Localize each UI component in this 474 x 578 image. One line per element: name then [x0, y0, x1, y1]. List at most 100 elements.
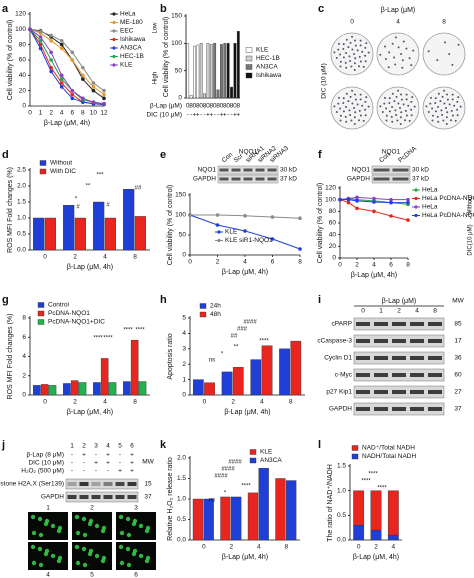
point: [346, 197, 351, 202]
colony: [397, 102, 400, 105]
colony: [400, 93, 403, 96]
blot-band: [103, 495, 113, 499]
column-label: 0: [350, 19, 354, 26]
annotation: *: [75, 197, 78, 203]
legend-swatch: [414, 188, 418, 192]
blot-band-name: GAPDH: [347, 176, 370, 183]
colony: [399, 107, 402, 109]
point: [406, 200, 410, 205]
y-tick-label: 1.0: [337, 487, 346, 494]
point: [270, 215, 275, 219]
condition-value: +: [130, 452, 134, 459]
cell: [126, 532, 132, 538]
y-tick-label: 1: [182, 376, 186, 383]
colony: [444, 41, 447, 44]
colony: [335, 111, 338, 114]
blot-band: [356, 390, 370, 394]
colony: [383, 102, 386, 105]
cell: [138, 523, 144, 529]
colony: [353, 116, 356, 119]
colony: [384, 45, 387, 48]
colony: [394, 63, 397, 66]
bar: [209, 44, 213, 99]
colony: [335, 57, 338, 60]
bar: [204, 382, 215, 396]
x-axis-label: β-Lap (μM, 4h): [224, 409, 270, 416]
blot-band: [231, 177, 241, 181]
row-value: +: [209, 112, 213, 119]
lane-label: 3: [94, 443, 98, 450]
cell: [94, 523, 100, 529]
bar: [387, 534, 399, 541]
bar: [40, 384, 49, 396]
legend-label: AN3CA: [260, 457, 282, 464]
point: [59, 85, 64, 89]
colony: [337, 102, 340, 105]
colony: [443, 102, 446, 105]
blot-band: [410, 322, 424, 326]
lane-label: 6: [130, 443, 134, 450]
legend-swatch: [112, 20, 116, 25]
colony: [337, 96, 340, 99]
y-tick-label: 0: [22, 392, 26, 399]
legend-label: KLE siR1-NQO1: [225, 237, 273, 244]
cell: [37, 516, 43, 522]
bar: [199, 43, 203, 99]
colony: [350, 65, 353, 68]
legend-swatch: [217, 238, 221, 243]
annotation: ###: [237, 327, 248, 333]
colony: [358, 65, 361, 68]
colony: [367, 105, 370, 108]
colony: [385, 114, 388, 117]
blot-mw: 37 kD: [280, 176, 297, 183]
x-tick-label: 4: [103, 254, 107, 261]
bar: [134, 216, 146, 251]
point: [338, 197, 342, 202]
row-value: +: [193, 112, 197, 119]
cell: [138, 553, 144, 559]
colony: [354, 93, 357, 96]
colony: [390, 115, 393, 118]
panel-label: j: [1, 439, 5, 451]
colony-well: [330, 32, 374, 76]
blot-band-name: GAPDH: [329, 406, 352, 413]
blot-band: [374, 373, 388, 377]
legend-swatch: [351, 453, 359, 460]
point: [372, 196, 376, 201]
legend-label: HEC-1B: [256, 55, 280, 62]
point: [389, 197, 393, 202]
blot-band: [392, 356, 406, 360]
x-axis-label: β-Lap (μM, 4h): [67, 264, 113, 271]
colony: [354, 111, 357, 114]
cell: [75, 560, 81, 566]
annotation: ##: [231, 334, 238, 340]
colony: [413, 105, 416, 108]
y-tick-label: 0: [22, 103, 26, 110]
point: [59, 77, 64, 81]
colony: [383, 96, 386, 99]
bar: [290, 340, 302, 396]
blot-band: [79, 482, 89, 486]
annotation: #: [76, 205, 80, 211]
bar: [247, 492, 259, 541]
y-tick-label: 150: [171, 13, 182, 20]
cell: [38, 562, 44, 568]
cell: [125, 546, 131, 552]
colony: [440, 109, 443, 112]
colony: [400, 98, 403, 101]
colony: [361, 50, 364, 53]
bar: [258, 468, 269, 541]
y-axis-label: Apoptosis ratio: [167, 333, 174, 379]
colony: [395, 114, 398, 117]
x-tick-label: 0: [188, 259, 192, 266]
row-value: -: [227, 112, 229, 119]
blot-band: [255, 177, 265, 181]
bar: [216, 89, 220, 99]
legend-label: NADH/Total NADH: [362, 453, 416, 460]
colony: [436, 115, 439, 118]
annotation: ****: [103, 336, 113, 342]
colony: [379, 105, 382, 108]
y-axis-label: Cell viability (% of control): [163, 17, 170, 98]
annotation: ####: [243, 320, 257, 326]
legend-swatch: [112, 37, 116, 42]
